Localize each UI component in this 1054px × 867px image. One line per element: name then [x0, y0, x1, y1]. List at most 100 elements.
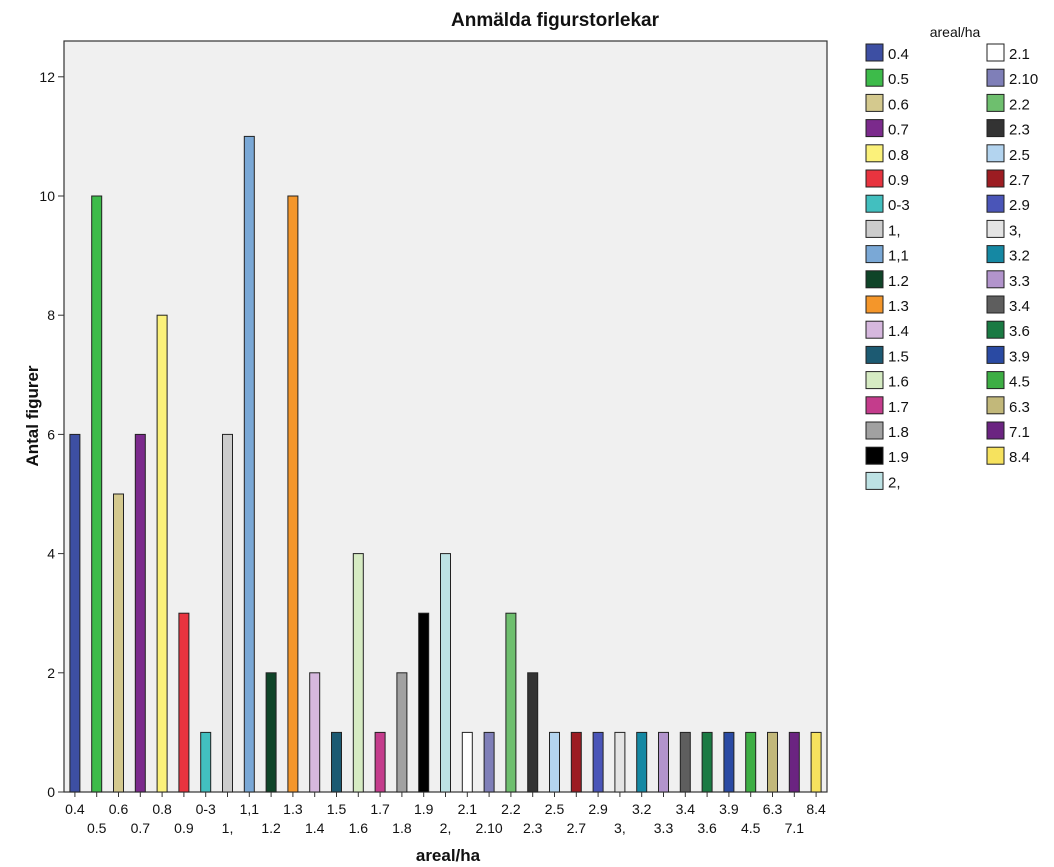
y-tick-label: 12 [39, 69, 55, 85]
bar-7.1 [788, 731, 800, 793]
legend-label: 1.8 [888, 424, 909, 441]
x-tick-label: 0.4 [65, 801, 85, 817]
legend-swatch [986, 295, 1005, 314]
bar-2.1 [461, 731, 473, 793]
legend-label: 2.7 [1009, 172, 1030, 189]
bar-2.2 [505, 612, 517, 793]
bar-3.2 [636, 731, 648, 793]
legend-swatch [865, 68, 884, 87]
legend-label: 1.6 [888, 374, 909, 391]
y-axis: 0 2 4 6 8 10 12 [39, 69, 64, 800]
x-tick-label: 2.2 [501, 801, 521, 817]
x-axis-title: areal/ha [416, 846, 481, 865]
legend-label: 0.6 [888, 96, 909, 113]
legend-label: 0.4 [888, 46, 909, 63]
bar-0.8 [156, 314, 168, 793]
legend-label: 1.5 [888, 348, 909, 365]
legend-label: 7.1 [1009, 424, 1030, 441]
bar-2.3 [527, 672, 539, 793]
legend-swatch [986, 169, 1005, 188]
x-tick-label: 2.3 [523, 820, 543, 836]
legend-label: 0.7 [888, 122, 909, 139]
x-tick-label: 1.6 [349, 820, 369, 836]
legend-swatch [865, 93, 884, 112]
bar-1.4 [309, 672, 321, 793]
legend-label: 2.3 [1009, 122, 1030, 139]
legend-label: 1.7 [888, 399, 909, 416]
legend-label: 1,1 [888, 248, 909, 265]
legend-swatch [986, 119, 1005, 138]
bar-0.4 [69, 433, 81, 793]
legend-swatch [865, 371, 884, 390]
legend-label: 4.5 [1009, 374, 1030, 391]
y-tick-label: 0 [47, 784, 55, 800]
bar-0.7 [134, 433, 146, 793]
bar-3, [614, 731, 626, 793]
legend-swatch [865, 144, 884, 163]
bar-0.6 [113, 493, 124, 793]
bar-0.9 [178, 612, 190, 793]
legend-label: 0.8 [888, 147, 909, 164]
bar-1.2 [265, 672, 277, 793]
x-tick-label: 7.1 [785, 820, 805, 836]
x-tick-label: 4.5 [741, 820, 761, 836]
y-tick-label: 8 [47, 307, 55, 323]
legend-label: 3.3 [1009, 273, 1030, 290]
legend-label: 8.4 [1009, 449, 1030, 466]
y-tick-label: 2 [47, 665, 55, 681]
x-tick-label: 3.3 [654, 820, 674, 836]
chart-title: Anmälda figurstorlekar [451, 10, 660, 31]
x-tick-label: 6.3 [763, 801, 783, 817]
legend: 0.4 0.5 0.6 0.7 0.8 0.9 0-3 1, 1,1 1.2 1.3 1.4 1.5 1.… [865, 43, 1038, 491]
legend-label: 2.5 [1009, 147, 1030, 164]
x-tick-label: 8.4 [806, 801, 826, 817]
legend-swatch [986, 446, 1005, 465]
bar-1.3 [287, 195, 299, 793]
bar-1, [222, 433, 233, 793]
y-tick-label: 6 [47, 426, 55, 442]
x-tick-label: 3.9 [719, 801, 739, 817]
legend-label: 3.4 [1009, 298, 1030, 315]
bar-3.6 [701, 731, 713, 793]
x-tick-label: 2.9 [588, 801, 608, 817]
legend-swatch [986, 245, 1005, 264]
bar-3.9 [723, 731, 735, 793]
bar-6.3 [767, 731, 778, 793]
legend-swatch [986, 421, 1005, 440]
legend-label: 1, [888, 222, 901, 239]
x-tick-label: 1.2 [261, 820, 281, 836]
legend-swatch [865, 43, 884, 62]
legend-label: 2, [888, 474, 901, 491]
x-tick-label: 2.10 [475, 820, 502, 836]
bar-1.6 [352, 553, 364, 793]
legend-label: 3.9 [1009, 348, 1030, 365]
legend-swatch [986, 144, 1005, 163]
legend-swatch [865, 119, 884, 138]
x-axis: 0.40.50.60.70.80.90-31,1,11.21.31.41.51.… [65, 792, 826, 836]
x-tick-label: 3.2 [632, 801, 652, 817]
legend-label: 2.10 [1009, 71, 1038, 88]
x-tick-label: 1.8 [392, 820, 412, 836]
bar-8.4 [810, 731, 822, 793]
legend-label: 6.3 [1009, 399, 1030, 416]
legend-label: 0.5 [888, 71, 909, 88]
legend-label: 0-3 [888, 197, 910, 214]
x-tick-label: 0-3 [196, 801, 216, 817]
bar-3.4 [679, 731, 691, 793]
bar-2.5 [549, 731, 560, 793]
x-tick-label: 1.7 [370, 801, 390, 817]
x-tick-label: 1.4 [305, 820, 325, 836]
legend-swatch [986, 68, 1005, 87]
legend-swatch [865, 396, 884, 415]
x-tick-label: 3, [614, 820, 626, 836]
legend-swatch [865, 345, 884, 364]
legend-label: 0.9 [888, 172, 909, 189]
legend-swatch [986, 194, 1005, 213]
legend-swatch [865, 169, 884, 188]
legend-swatch [986, 396, 1005, 415]
bar-3.3 [658, 731, 669, 793]
bar-2.10 [483, 731, 495, 793]
legend-label: 1.2 [888, 273, 909, 290]
bar-0.5 [91, 195, 103, 793]
